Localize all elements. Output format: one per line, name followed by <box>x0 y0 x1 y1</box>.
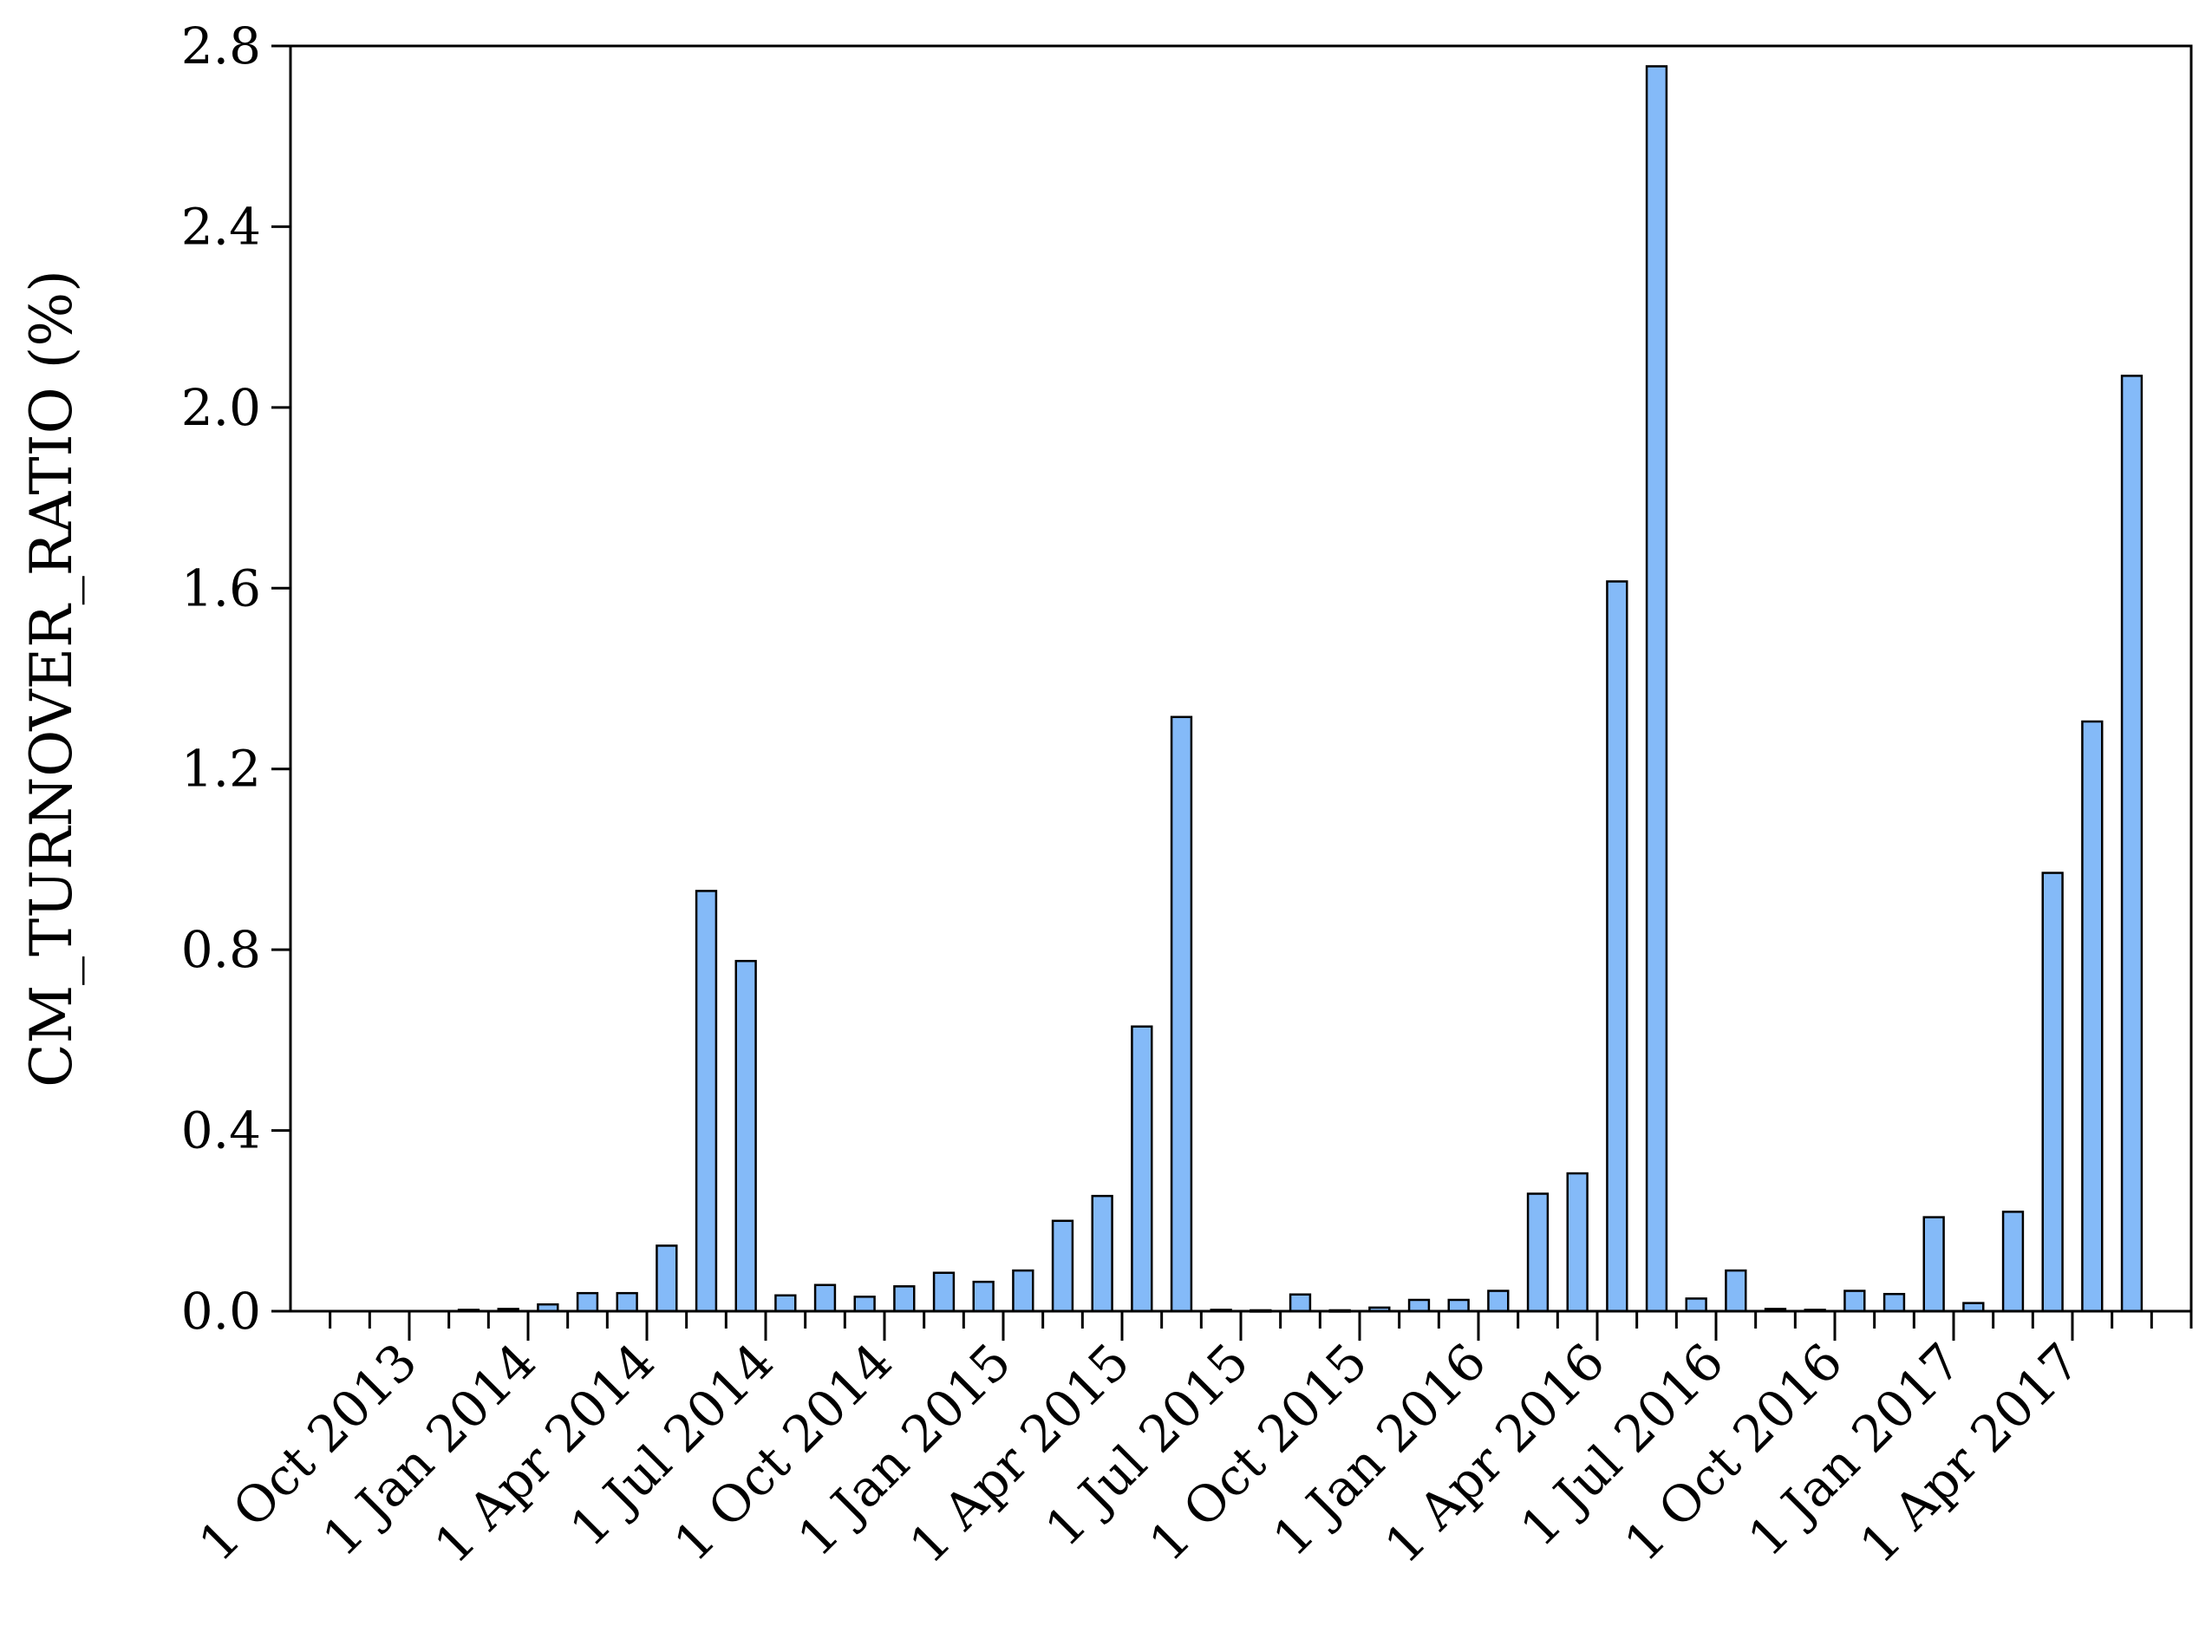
bar <box>576 1291 599 1313</box>
bar <box>2041 872 2064 1313</box>
bar <box>972 1280 995 1313</box>
bars-group <box>457 65 2143 1313</box>
y-tick-label: 0.4 <box>181 1101 261 1160</box>
bar <box>1843 1290 1866 1313</box>
bar <box>813 1283 837 1313</box>
bar <box>2120 375 2143 1313</box>
bar <box>1645 65 1668 1313</box>
bar <box>1566 1172 1589 1313</box>
bar <box>656 1244 678 1313</box>
bar <box>2001 1211 2025 1313</box>
bar <box>1051 1219 1074 1313</box>
bar <box>932 1271 956 1313</box>
bar <box>1407 1298 1431 1313</box>
bar <box>734 959 757 1313</box>
bar <box>1526 1192 1550 1313</box>
plot-area-frame <box>289 44 2193 1313</box>
bar <box>1091 1194 1113 1313</box>
bar <box>893 1285 916 1313</box>
bar <box>1606 580 1628 1313</box>
bar <box>616 1291 638 1313</box>
bar <box>1012 1269 1034 1313</box>
y-tick-label: 1.6 <box>181 558 261 617</box>
y-tick-label: 0.0 <box>181 1282 261 1341</box>
y-tick-label: 2.8 <box>181 16 261 75</box>
y-axis-title: CM_TURNOVER_RATIO (%) <box>18 270 85 1087</box>
y-tick-label: 0.8 <box>181 920 261 979</box>
y-tick-label: 2.4 <box>181 197 261 256</box>
y-tick-label: 2.0 <box>181 378 261 437</box>
bar <box>1725 1269 1747 1313</box>
bar <box>1289 1293 1312 1313</box>
bar <box>1170 715 1193 1313</box>
bar <box>1882 1292 1906 1313</box>
bar <box>1131 1025 1153 1313</box>
bar <box>1447 1298 1470 1313</box>
bar <box>853 1296 876 1313</box>
y-axis-ticks: 0.0 0.4 0.8 1.2 1.6 2.0 2.4 2.8 <box>181 16 290 1341</box>
y-tick-label: 1.2 <box>181 740 261 799</box>
bar <box>1685 1297 1707 1313</box>
bar <box>695 890 718 1313</box>
bar <box>1922 1216 1945 1313</box>
bar <box>774 1294 797 1313</box>
bar <box>1487 1290 1510 1313</box>
bar <box>2081 720 2104 1313</box>
